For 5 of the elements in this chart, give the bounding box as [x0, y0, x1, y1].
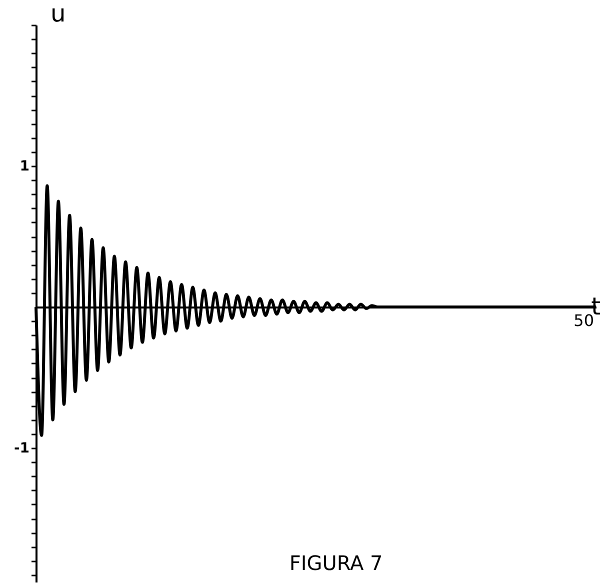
annotation: FIGURA 7 — [289, 551, 383, 575]
y-tick-label: 1 — [20, 158, 30, 175]
annotation: 50 — [574, 311, 594, 330]
y-tick-label: -1 — [14, 440, 30, 457]
y-axis-title: u — [50, 0, 66, 28]
